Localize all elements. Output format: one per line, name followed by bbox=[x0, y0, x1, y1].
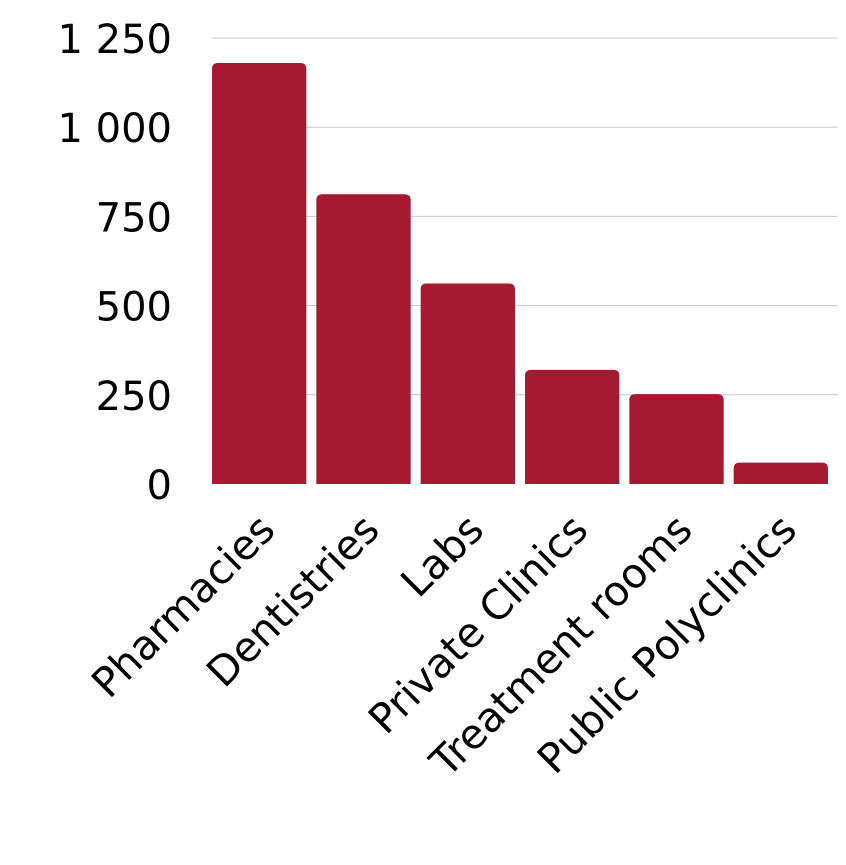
y-tick-label: 250 bbox=[96, 374, 172, 420]
y-tick-label: 0 bbox=[147, 463, 172, 509]
bar-private-clinics bbox=[525, 369, 620, 484]
y-axis-ticks: 0 250 500 750 1 000 1 250 bbox=[57, 17, 172, 509]
bars bbox=[212, 62, 828, 485]
bar-treatment-rooms bbox=[629, 394, 724, 484]
bar-dentistries bbox=[316, 194, 411, 485]
bar-public-polyclinics bbox=[733, 462, 828, 484]
y-tick-label: 750 bbox=[96, 195, 172, 241]
bar-labs bbox=[420, 283, 515, 484]
y-tick-label: 500 bbox=[96, 285, 172, 331]
y-tick-label: 1 250 bbox=[57, 17, 172, 63]
bar-pharmacies bbox=[212, 62, 307, 484]
y-tick-label: 1 000 bbox=[57, 106, 172, 152]
